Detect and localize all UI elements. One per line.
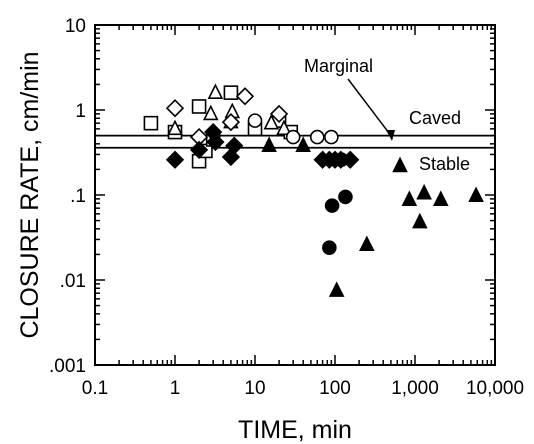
point-filled-triangle — [432, 190, 449, 207]
point-open-triangle — [207, 83, 224, 99]
point-filled-circle — [338, 189, 353, 205]
point-open-diamond — [221, 112, 241, 132]
point-filled-triangle — [416, 183, 432, 200]
x-tick-label: 1 — [170, 378, 181, 399]
point-filled-diamond — [165, 150, 185, 169]
point-filled-triangle — [295, 136, 311, 153]
x-tick-label: 100 — [319, 378, 351, 399]
y-tick-label: 1 — [75, 101, 86, 122]
x-tick-label: 10,000 — [466, 378, 524, 399]
point-open-diamond — [165, 99, 185, 118]
point-open-circle — [247, 113, 263, 128]
x-tick-label: 10 — [244, 378, 265, 399]
y-axis-title: CLOSURE RATE, cm/min — [16, 51, 44, 338]
y-tick-labels: .001 .01 .1 1 10 — [49, 16, 86, 377]
point-filled-circle — [324, 198, 340, 213]
point-filled-triangle — [328, 281, 345, 297]
point-filled-triangle — [359, 235, 375, 252]
data-points — [143, 83, 484, 297]
point-open-triangle — [202, 104, 219, 121]
point-filled-circle — [334, 152, 349, 168]
x-axis-title: TIME, min — [238, 416, 352, 444]
point-filled-circle — [322, 240, 337, 255]
point-open-circle — [324, 129, 339, 145]
marginal-arrowhead — [386, 130, 395, 141]
plot-frame — [94, 24, 496, 366]
x-tick-labels: 0.1 1 10 100 1,000 10,000 — [82, 378, 524, 399]
point-open-triangle — [276, 119, 292, 136]
point-open-square — [223, 85, 239, 100]
point-filled-diamond — [225, 136, 244, 155]
point-filled-diamond — [189, 140, 209, 159]
y-tick-label: .001 — [49, 356, 86, 377]
caved-label: Caved — [409, 108, 461, 128]
x-tick-label: 0.1 — [82, 378, 108, 399]
marginal-arrow — [347, 78, 393, 138]
point-open-square — [191, 99, 207, 114]
stable-label: Stable — [419, 154, 470, 174]
y-tick-label: .01 — [60, 271, 86, 292]
point-open-triangle — [167, 119, 183, 136]
axis-ticks — [94, 24, 496, 366]
point-open-diamond — [235, 87, 255, 106]
point-filled-triangle — [392, 156, 408, 173]
point-open-circle — [309, 129, 325, 145]
point-open-square — [143, 115, 159, 131]
marginal-label: Marginal — [304, 56, 373, 76]
point-filled-diamond — [206, 132, 225, 152]
point-open-diamond — [269, 104, 289, 124]
x-tick-label: 1,000 — [391, 378, 439, 399]
point-filled-triangle — [401, 190, 418, 207]
point-filled-triangle — [261, 136, 277, 153]
point-open-triangle — [263, 113, 280, 130]
point-open-circle — [285, 129, 301, 145]
y-tick-label: 10 — [65, 16, 86, 37]
y-tick-label: .1 — [70, 186, 86, 207]
point-filled-triangle — [468, 186, 484, 203]
point-filled-triangle — [412, 212, 428, 229]
